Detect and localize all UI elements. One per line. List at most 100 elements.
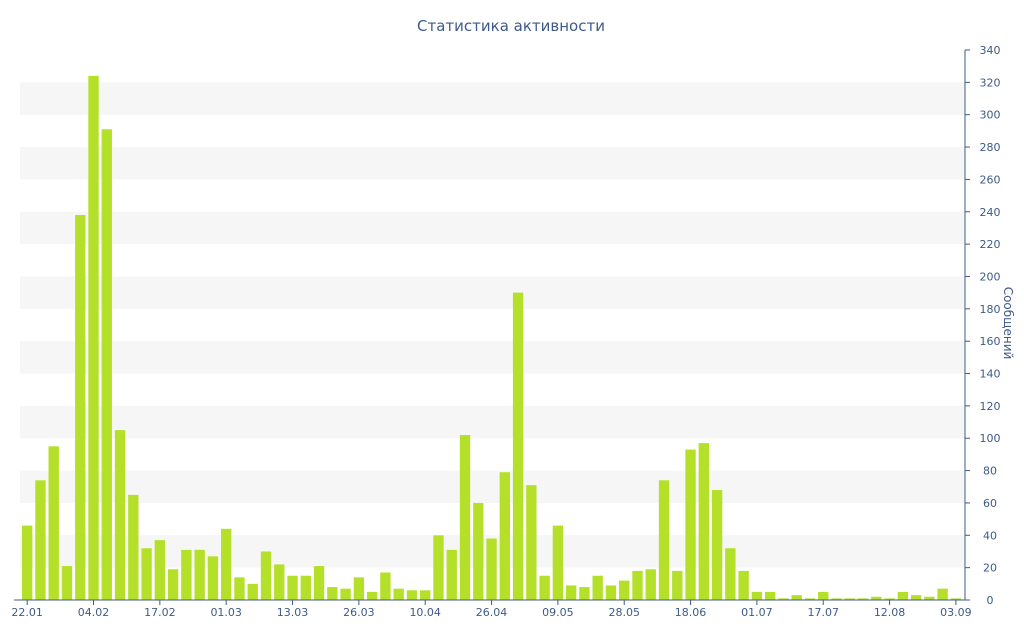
grid-band — [20, 341, 965, 374]
y-tick-label: 120 — [980, 400, 1001, 413]
bar[interactable] — [539, 575, 550, 600]
bar[interactable] — [711, 490, 723, 600]
bar[interactable] — [473, 502, 484, 600]
bar[interactable] — [287, 575, 298, 600]
bar[interactable] — [592, 575, 603, 600]
bar[interactable] — [751, 591, 763, 600]
bar[interactable] — [340, 588, 351, 600]
bar[interactable] — [818, 591, 829, 600]
y-tick-label: 40 — [983, 529, 997, 542]
bar[interactable] — [141, 548, 152, 600]
bar[interactable] — [167, 569, 179, 600]
x-tick-label: 04.02 — [78, 606, 110, 619]
bar[interactable] — [446, 549, 457, 600]
bar[interactable] — [22, 525, 33, 600]
bar[interactable] — [128, 494, 139, 600]
bar[interactable] — [804, 598, 816, 600]
bar[interactable] — [764, 591, 776, 600]
chart-title: Статистика активности — [417, 17, 605, 35]
bar[interactable] — [499, 472, 510, 600]
bar[interactable] — [619, 580, 630, 600]
y-tick-label: 280 — [980, 141, 1001, 154]
x-tick-label: 03.09 — [940, 606, 972, 619]
bar[interactable] — [645, 569, 656, 600]
bar[interactable] — [313, 566, 325, 600]
bar[interactable] — [685, 449, 696, 600]
bar[interactable] — [565, 585, 577, 600]
grid-band — [20, 211, 965, 245]
bar[interactable] — [35, 480, 46, 600]
bar[interactable] — [937, 588, 948, 600]
bar[interactable] — [871, 596, 882, 600]
x-tick-label: 12.08 — [874, 606, 906, 619]
bar[interactable] — [725, 548, 736, 600]
bar[interactable] — [221, 528, 232, 600]
bar[interactable] — [486, 538, 497, 600]
bar[interactable] — [274, 564, 285, 600]
bar[interactable] — [207, 556, 219, 600]
bar[interactable] — [114, 430, 126, 600]
bar[interactable] — [698, 443, 709, 600]
y-tick-label: 80 — [983, 465, 997, 478]
bar[interactable] — [194, 549, 205, 600]
bar[interactable] — [738, 570, 749, 600]
x-tick-label: 18.06 — [675, 606, 707, 619]
bar[interactable] — [353, 577, 365, 600]
bar[interactable] — [579, 587, 590, 600]
bar[interactable] — [48, 446, 59, 600]
bar[interactable] — [526, 485, 537, 600]
x-tick-label: 09.05 — [542, 606, 574, 619]
bar[interactable] — [778, 598, 789, 600]
bar[interactable] — [552, 525, 564, 600]
y-tick-label: 60 — [983, 497, 997, 510]
bar[interactable] — [632, 570, 643, 600]
y-axis-title: Сообщений — [1001, 287, 1015, 360]
grid-bands — [20, 82, 965, 568]
y-tick-label: 100 — [980, 432, 1001, 445]
x-tick-label: 17.07 — [807, 606, 839, 619]
bar[interactable] — [910, 595, 922, 600]
y-tick-label: 0 — [987, 594, 994, 607]
bar[interactable] — [831, 598, 842, 600]
bar[interactable] — [101, 129, 112, 600]
bar[interactable] — [247, 583, 258, 600]
bar[interactable] — [234, 577, 245, 600]
bar[interactable] — [950, 598, 962, 600]
bar[interactable] — [61, 566, 73, 600]
x-tick-label: 26.03 — [343, 606, 375, 619]
bar[interactable] — [181, 549, 192, 600]
bar[interactable] — [791, 595, 802, 600]
bar[interactable] — [300, 575, 311, 600]
x-tick-label: 28.05 — [608, 606, 640, 619]
bar[interactable] — [605, 585, 617, 600]
bar[interactable] — [420, 590, 431, 600]
bar[interactable] — [154, 540, 166, 600]
bar[interactable] — [512, 292, 524, 600]
bar[interactable] — [897, 591, 909, 600]
bar[interactable] — [327, 587, 338, 600]
x-tick-label: 17.02 — [144, 606, 176, 619]
x-tick-label: 13.03 — [277, 606, 309, 619]
grid-band — [20, 276, 965, 309]
bar[interactable] — [924, 596, 935, 600]
bar[interactable] — [366, 591, 378, 600]
bar[interactable] — [433, 535, 444, 600]
bar[interactable] — [658, 480, 670, 600]
y-tick-label: 300 — [980, 109, 1001, 122]
x-tick-label: 22.01 — [11, 606, 43, 619]
bar[interactable] — [406, 590, 418, 600]
bar[interactable] — [857, 598, 869, 600]
bar[interactable] — [884, 598, 895, 600]
bar[interactable] — [260, 551, 272, 600]
y-tick-label: 20 — [983, 562, 997, 575]
axes-group: 0 20 40 60 80 100 120 140 160 180 200 220 240 260 280 3… — [11, 44, 1000, 619]
bar[interactable] — [459, 435, 471, 600]
bar[interactable] — [393, 588, 404, 600]
bar[interactable] — [88, 75, 99, 600]
bar[interactable] — [844, 598, 855, 600]
bar[interactable] — [380, 572, 391, 601]
bar[interactable] — [672, 570, 683, 600]
bar[interactable] — [75, 215, 86, 600]
y-tick-label: 180 — [980, 303, 1001, 316]
